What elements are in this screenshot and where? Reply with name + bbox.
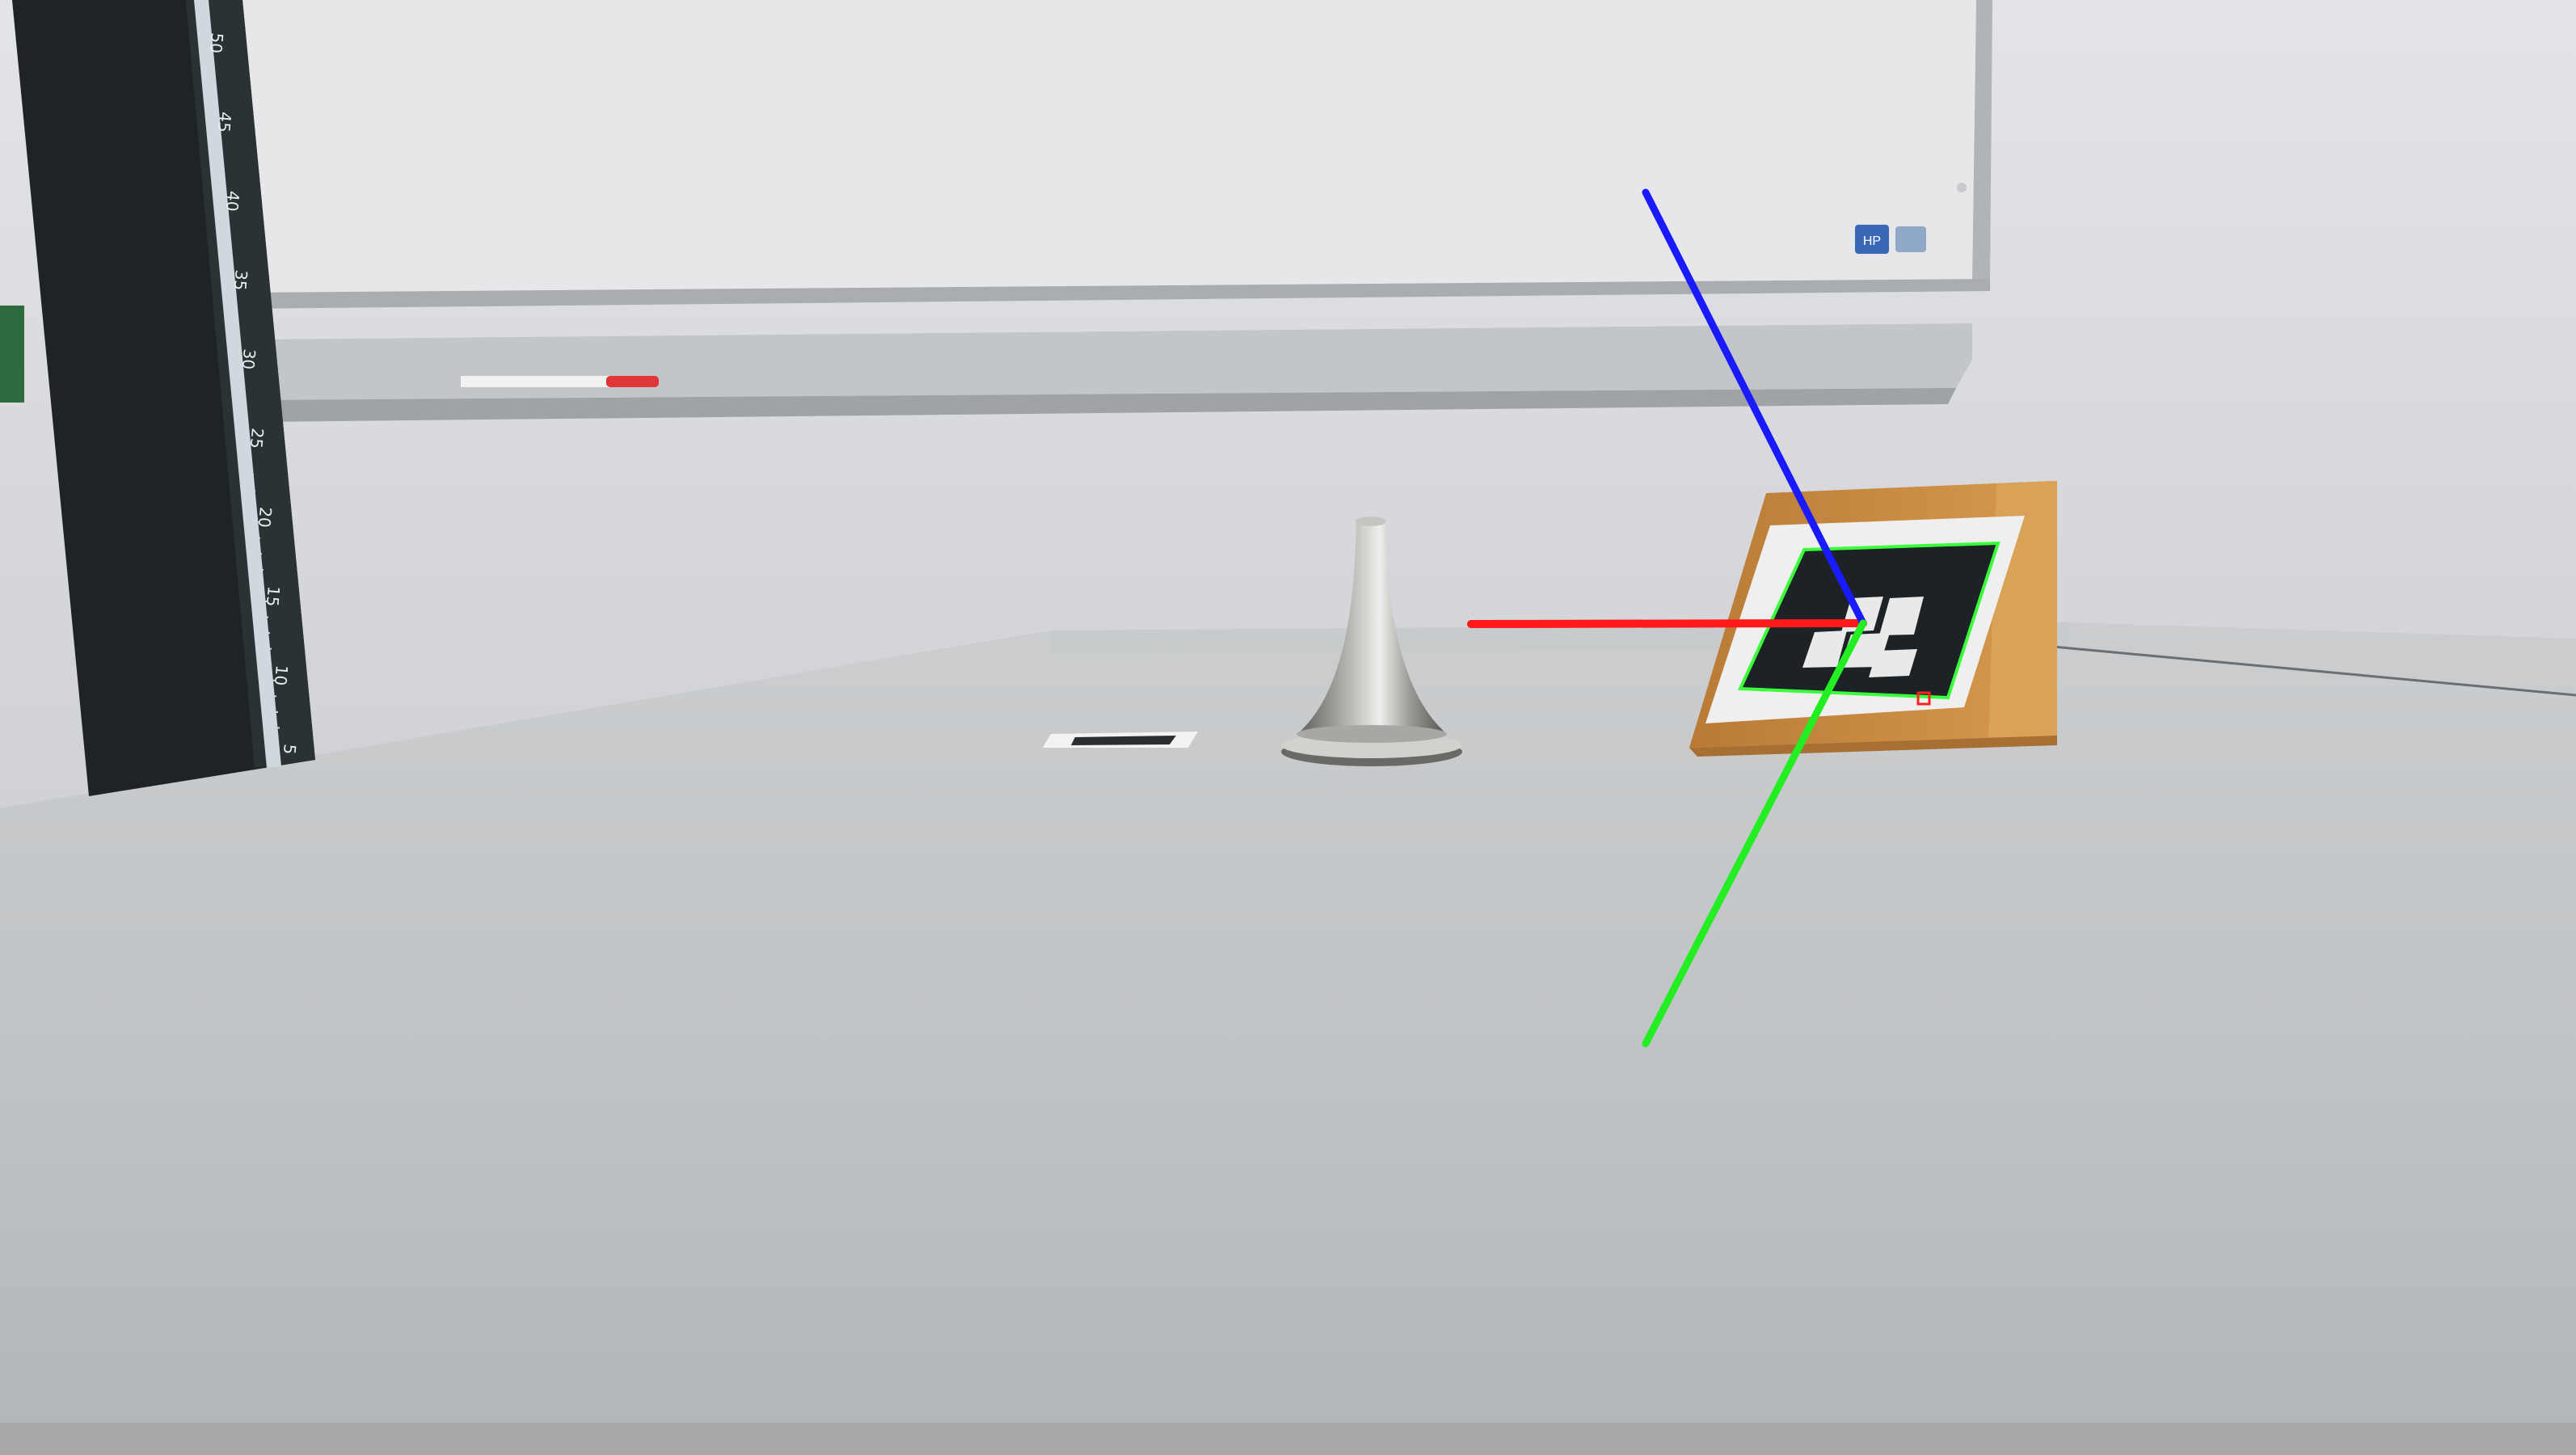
ruler-tick-label: 15 <box>263 585 284 607</box>
axis-x-line <box>1467 619 1867 628</box>
corner-marker <box>1916 691 1931 706</box>
hp-sticker-icon: HP <box>1855 225 1926 254</box>
small-paper-marker <box>1043 732 1198 748</box>
marker-tray <box>259 323 1972 422</box>
ruler-tick-label: 45 <box>214 111 235 133</box>
metal-cone-object <box>1281 517 1462 766</box>
ruler-tick-label: 25 <box>247 427 268 449</box>
axis-y-line <box>1642 619 1867 1048</box>
ruler-tick-label: 40 <box>222 190 243 212</box>
pose-axes-overlay <box>1467 188 1867 1048</box>
detection-outline <box>1737 541 2001 700</box>
table <box>0 622 2576 1455</box>
sticker-label: HP <box>1863 234 1881 248</box>
ruler-tick-label: 5 <box>280 744 300 756</box>
ruler-tick-label: 10 <box>271 664 292 686</box>
wall-strip <box>0 306 24 403</box>
ruler-tick-label: 20 <box>255 506 276 528</box>
ruler-tick-label: 50 <box>206 32 227 54</box>
whiteboard: HP <box>242 0 1992 309</box>
axis-z-line <box>1642 188 1867 627</box>
ruler-tick-label: 35 <box>230 269 251 291</box>
measuring-post-icon: 50 45 40 35 30 25 20 15 10 5 <box>12 0 315 796</box>
ruler-tick-label: 30 <box>238 348 259 370</box>
